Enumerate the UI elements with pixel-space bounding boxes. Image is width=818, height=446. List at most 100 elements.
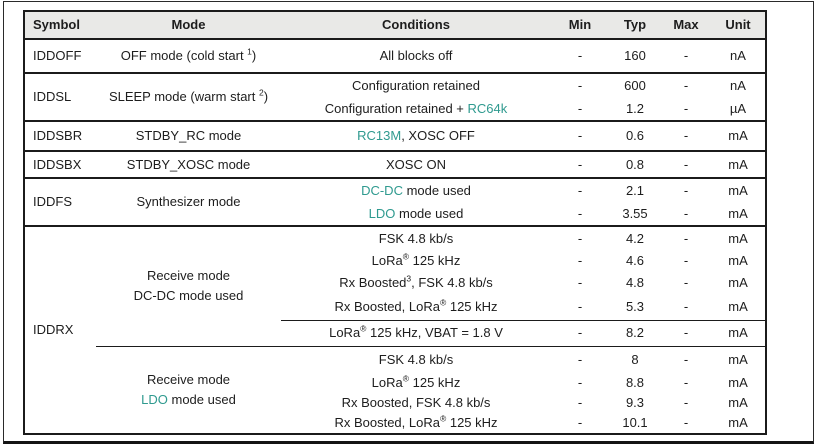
min-cell: - — [577, 77, 583, 93]
unit-cell: mA — [728, 395, 748, 411]
symbol-cell: IDDFS — [24, 178, 96, 227]
min-cell: - — [577, 395, 583, 411]
min-cell: - — [551, 121, 609, 152]
conditions-text: Rx Boosted — [339, 275, 407, 291]
conditions-text: LoRa — [329, 325, 361, 341]
typ-cell: 0.6 — [609, 121, 661, 152]
row-iddrx-ldo-1: Receive mode LDO mode used FSK 4.8 kb/s … — [24, 346, 766, 407]
row-iddrx-dcdc-3: Rx Boosted3, FSK 4.8 kb/s - 4.8 - mA — [24, 272, 766, 294]
symbol-cell: IDDSL — [24, 73, 96, 122]
conditions-cell: All blocks off — [281, 39, 551, 74]
col-header-min: Min — [551, 11, 609, 40]
max-cell: - — [683, 351, 689, 367]
min-cell: - — [577, 182, 583, 198]
conditions-text: Rx Boosted, LoRa — [334, 415, 440, 431]
unit-cell: nA — [730, 77, 746, 93]
table-header-row: Symbol Mode Conditions Min Typ Max Unit — [24, 11, 766, 40]
typ-cell: 10.1 — [622, 415, 648, 431]
min-cell: - — [577, 415, 583, 431]
unit-cell: mA — [711, 294, 766, 321]
typ-cell: 4.8 — [625, 275, 645, 291]
max-cell: - — [661, 39, 711, 74]
unit-cell: mA — [711, 121, 766, 152]
row-iddfs-2: LDO mode used - 3.55 - mA — [24, 202, 766, 227]
conditions-text: mode used — [395, 205, 464, 221]
unit-cell: µA — [711, 97, 766, 122]
unit-cell: mA — [711, 202, 766, 227]
typ-cell: 3.55 — [609, 202, 661, 227]
conditions-text-b: 125 kHz — [409, 374, 461, 390]
max-cell: - — [683, 395, 689, 411]
symbol-cell: IDDRX — [33, 322, 74, 338]
max-cell: - — [683, 182, 689, 198]
conditions-text: mode used — [402, 182, 471, 198]
conditions-cell: Rx Boosted, LoRa® 125 kHz — [281, 413, 551, 434]
mode-text: SLEEP mode (warm start — [108, 89, 259, 105]
conditions-link-text: RC64k — [467, 100, 508, 116]
conditions-cell: Rx Boosted3, FSK 4.8 kb/s — [281, 272, 551, 294]
row-iddrx-dcdc-1: IDDRX Receive mode DC-DC mode used FSK 4… — [24, 226, 766, 347]
conditions-text-b: , FSK 4.8 kb/s — [411, 275, 493, 291]
conditions-cell: LDO mode used — [281, 202, 551, 227]
row-iddrx-ldo-4: Rx Boosted, LoRa® 125 kHz - 10.1 - mA — [24, 413, 766, 434]
typ-cell: 8.2 — [609, 320, 661, 347]
min-cell: - — [551, 151, 609, 179]
symbol-cell: IDDSBX — [24, 151, 96, 179]
min-cell: - — [551, 202, 609, 227]
mode-text-close: ) — [251, 48, 257, 64]
row-iddrx-ldo-2: LoRa® 125 kHz - 8.8 - mA — [24, 372, 766, 393]
mode-line-2: DC-DC mode used — [133, 288, 244, 304]
typ-cell: 4.2 — [625, 230, 645, 246]
conditions-cell: LoRa® 125 kHz — [281, 372, 551, 393]
conditions-cell: Rx Boosted, LoRa® 125 kHz — [281, 294, 551, 321]
conditions-cell: FSK 4.8 kb/s — [378, 230, 454, 246]
symbol-cell: IDDOFF — [24, 39, 96, 74]
typ-cell: 4.6 — [625, 253, 645, 269]
typ-cell: 1.2 — [609, 97, 661, 122]
electrical-characteristics-table: Symbol Mode Conditions Min Typ Max Unit … — [23, 10, 767, 435]
typ-cell: 5.3 — [609, 294, 661, 321]
unit-cell: mA — [728, 275, 748, 291]
conditions-text: Rx Boosted, LoRa — [334, 299, 440, 315]
row-iddsl-2: Configuration retained + RC64k - 1.2 - µ… — [24, 97, 766, 122]
min-cell: - — [577, 275, 583, 291]
unit-cell: mA — [728, 374, 748, 390]
mode-cell: Receive mode LDO mode used — [96, 346, 281, 434]
conditions-cell: FSK 4.8 kb/s — [378, 351, 454, 367]
conditions-text: , XOSC OFF — [401, 128, 475, 144]
max-cell: - — [661, 97, 711, 122]
unit-cell: mA — [728, 253, 748, 269]
min-cell: - — [577, 351, 583, 367]
typ-cell: 8 — [631, 351, 639, 367]
conditions-text-b: 125 kHz — [446, 299, 498, 315]
row-iddrx-dcdc-4: Rx Boosted, LoRa® 125 kHz - 5.3 - mA — [24, 294, 766, 321]
max-cell: - — [661, 151, 711, 179]
typ-cell: 8.8 — [625, 374, 645, 390]
unit-cell: mA — [728, 351, 748, 367]
mode-cell: SLEEP mode (warm start 2) — [96, 73, 281, 122]
conditions-link-text: RC13M — [357, 128, 402, 144]
symbol-cell: IDDSBR — [24, 121, 96, 152]
max-cell: - — [683, 230, 689, 246]
typ-cell: 0.8 — [609, 151, 661, 179]
max-cell: - — [661, 320, 711, 347]
row-iddrx-ldo-3: Rx Boosted, FSK 4.8 kb/s - 9.3 - mA — [24, 393, 766, 413]
mode-text: OFF mode (cold start — [120, 48, 248, 64]
conditions-cell: RC13M, XOSC OFF — [281, 121, 551, 152]
unit-cell: mA — [711, 151, 766, 179]
min-cell: - — [551, 294, 609, 321]
footnote-marker: 1 — [247, 47, 252, 57]
mode-line-1: Receive mode — [146, 268, 231, 284]
conditions-cell: LoRa® 125 kHz — [281, 250, 551, 272]
registered-mark: ® — [439, 297, 447, 308]
registered-mark: ® — [439, 414, 447, 424]
mode-cell: Receive mode DC-DC mode used — [96, 226, 281, 347]
mode-link-text: LDO — [141, 391, 168, 407]
mode-line-1: Receive mode — [146, 371, 231, 387]
conditions-text-b: 125 kHz, VBAT = 1.8 V — [366, 325, 503, 341]
mode-text-close: ) — [263, 89, 269, 105]
col-header-unit: Unit — [711, 11, 766, 40]
conditions-text-b: 125 kHz — [409, 253, 461, 269]
row-iddsl-1: IDDSL SLEEP mode (warm start 2) Configur… — [24, 73, 766, 122]
